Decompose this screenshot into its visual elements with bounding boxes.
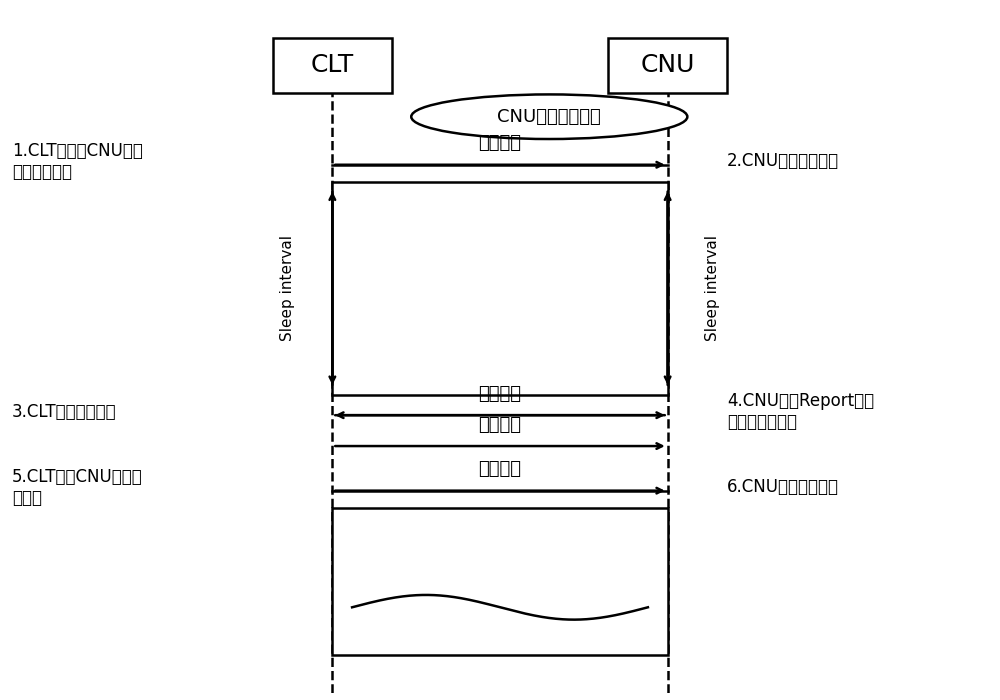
Text: Sleep interval: Sleep interval <box>280 235 295 342</box>
Text: 1.CLT检测到CNU可以
进入节能状态: 1.CLT检测到CNU可以 进入节能状态 <box>12 142 143 181</box>
Text: 唤醒授权: 唤醒授权 <box>479 385 522 402</box>
Text: Sleep interval: Sleep interval <box>705 235 720 342</box>
Text: CNU: CNU <box>640 53 695 77</box>
Text: 5.CLT判断CNU可以继
续节能: 5.CLT判断CNU可以继 续节能 <box>12 468 143 507</box>
Text: 3.CLT发送唤醒授权: 3.CLT发送唤醒授权 <box>12 402 116 421</box>
Bar <box>273 38 392 92</box>
Text: CLT: CLT <box>311 53 354 77</box>
Text: 休眠命令: 休眠命令 <box>479 461 522 478</box>
Text: 2.CNU进入休眠状态: 2.CNU进入休眠状态 <box>727 153 839 170</box>
Text: 休眠命令: 休眠命令 <box>479 134 522 153</box>
Bar <box>608 38 727 92</box>
Text: 6.CNU进入休眠状态: 6.CNU进入休眠状态 <box>727 478 839 496</box>
Bar <box>332 182 668 395</box>
Text: 上行数据: 上行数据 <box>479 416 522 434</box>
Bar <box>332 508 668 655</box>
Text: CNU处于运行状态: CNU处于运行状态 <box>497 108 601 126</box>
Text: 4.CNU发送Report报告
其缓存的数据量: 4.CNU发送Report报告 其缓存的数据量 <box>727 393 874 431</box>
Ellipse shape <box>411 94 687 139</box>
